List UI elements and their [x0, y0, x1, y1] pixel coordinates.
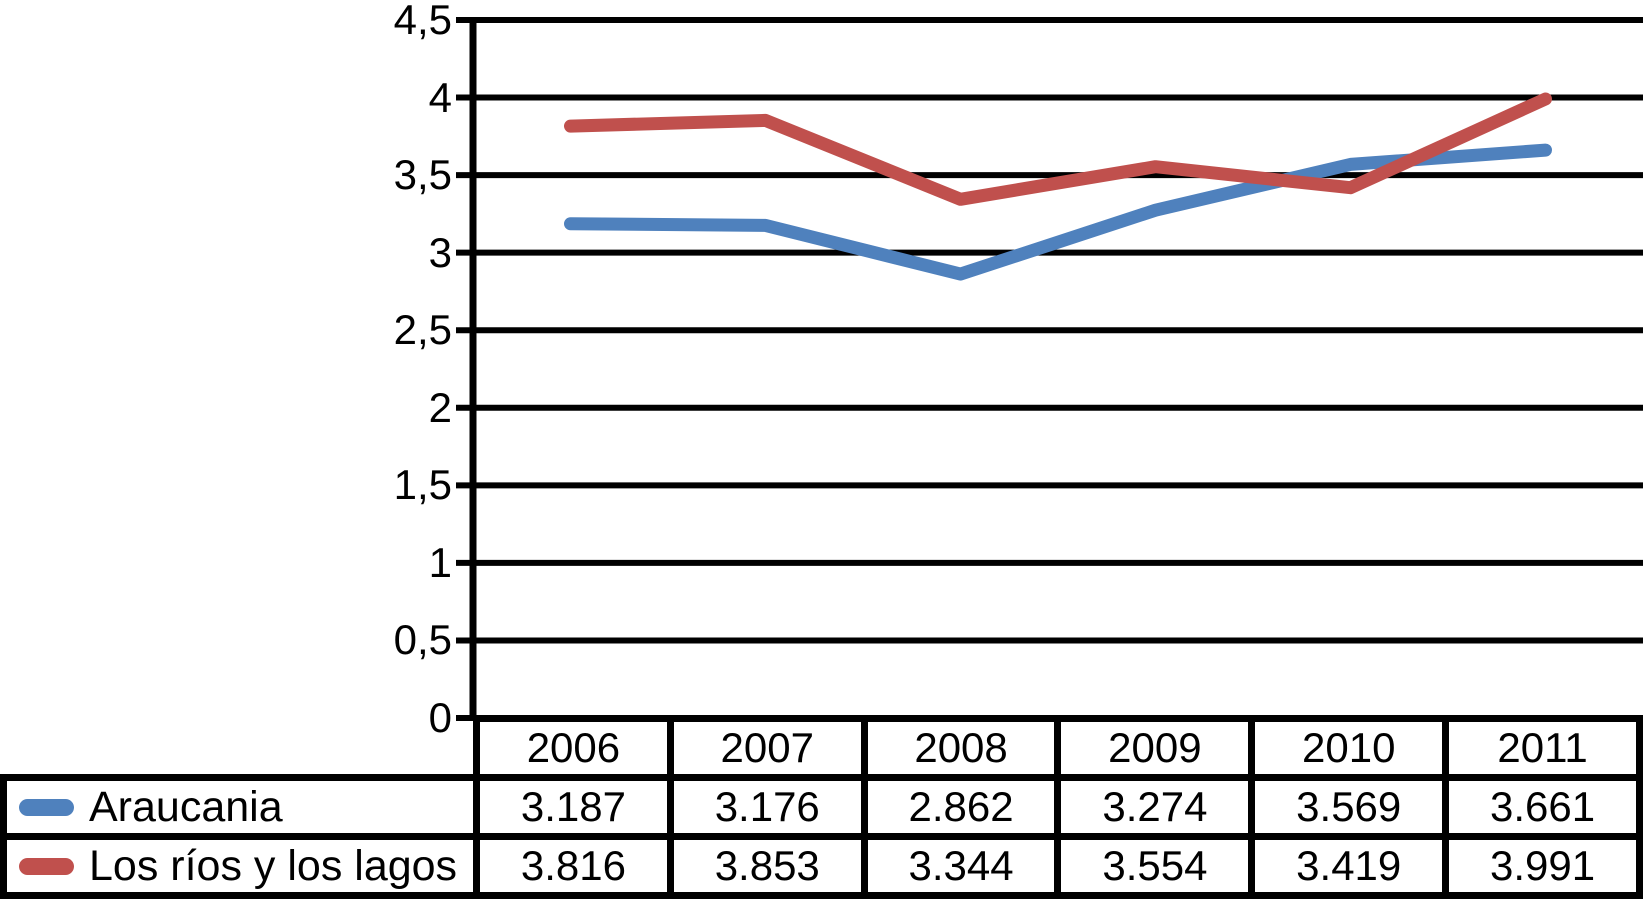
y-axis-tick-label: 0 [428, 694, 452, 741]
year-header-cell: 2006 [473, 715, 674, 781]
value-cell: 3.661 [1442, 774, 1643, 840]
y-axis-tick-label: 1,5 [393, 461, 452, 509]
data-table: 2006 2007 2008 2009 2010 2011 Araucania 3.187 3.… [0, 715, 1643, 899]
value-cell: 3.554 [1054, 833, 1256, 899]
series-line-araucania [564, 143, 1552, 281]
value-cell: 3.569 [1248, 774, 1450, 840]
legend-entry: Araucania [11, 783, 470, 831]
value-cell: 3.853 [666, 833, 868, 899]
value-cell: 2.862 [860, 774, 1062, 840]
legend-marker-icon [19, 857, 74, 875]
legend-cell: Los ríos y los lagos [0, 833, 480, 899]
table-series-row: Los ríos y los lagos 3.816 3.853 3.344 3.554… [0, 833, 1643, 899]
year-header-cell: 2007 [666, 715, 868, 781]
value-cell: 3.176 [666, 774, 868, 840]
series-line-los-rios-y-los-lagos [564, 92, 1552, 206]
plot-area [456, 17, 1643, 721]
y-axis-tick-label: 4 [428, 73, 452, 121]
value-cell: 3.187 [473, 774, 674, 840]
y-axis-tick-label: 4,5 [393, 0, 452, 43]
y-axis-tick-label: 2 [428, 383, 452, 431]
year-header-cell: 2011 [1442, 715, 1643, 781]
legend-cell: Araucania [0, 774, 480, 840]
year-header-cell: 2010 [1248, 715, 1450, 781]
value-cell: 3.274 [1054, 774, 1256, 840]
y-axis-tick-label: 3 [428, 228, 452, 276]
value-cell: 3.991 [1442, 833, 1643, 899]
y-axis-tick-label: 1 [428, 538, 452, 586]
year-header-cell: 2009 [1054, 715, 1256, 781]
y-axis-tick-label: 0,5 [393, 616, 452, 664]
y-axis-tick-label: 2,5 [393, 306, 452, 354]
table-series-row: Araucania 3.187 3.176 2.862 3.274 3.569 3.661 [0, 774, 1643, 840]
table-corner-spacer [4, 719, 477, 778]
value-cell: 3.816 [473, 833, 674, 899]
table-header-row: 2006 2007 2008 2009 2010 2011 [4, 715, 1643, 781]
legend-series-name: Araucania [89, 783, 283, 831]
value-cell: 3.344 [860, 833, 1062, 899]
legend-entry: Los ríos y los lagos [11, 842, 470, 890]
legend-marker-icon [19, 798, 74, 816]
y-axis-labels: 0 0,5 1 1,5 2 2,5 3 3,5 4 4,5 [0, 0, 452, 760]
y-axis-tick-label: 3,5 [393, 151, 452, 199]
value-cell: 3.419 [1248, 833, 1450, 899]
year-header-cell: 2008 [860, 715, 1062, 781]
legend-series-name: Los ríos y los lagos [89, 842, 458, 890]
